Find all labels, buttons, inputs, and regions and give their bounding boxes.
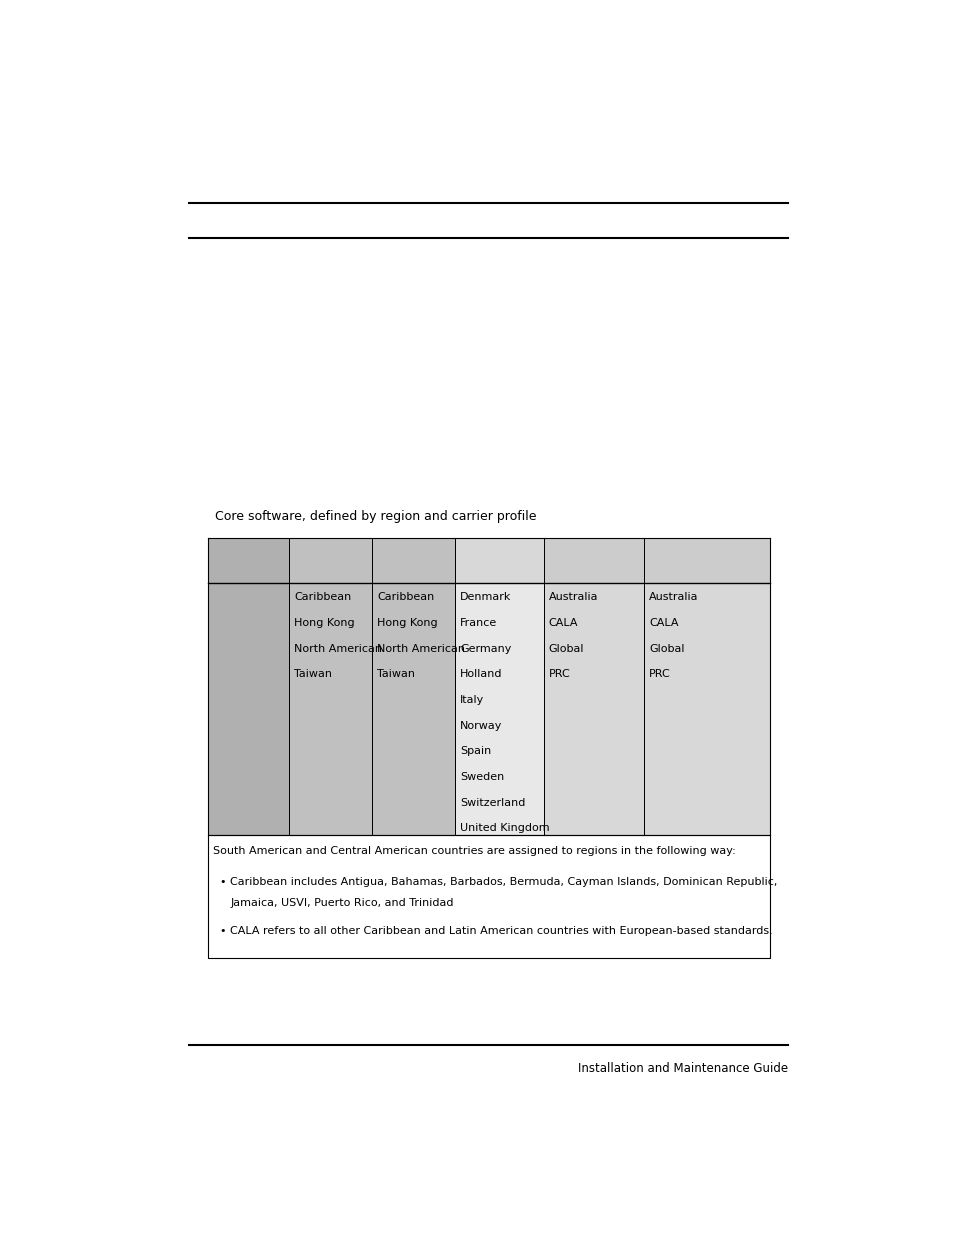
Text: PRC: PRC (649, 669, 670, 679)
Polygon shape (208, 583, 289, 835)
Text: South American and Central American countries are assigned to regions in the fol: South American and Central American coun… (213, 846, 735, 856)
Text: •: • (219, 877, 225, 887)
Polygon shape (643, 538, 769, 583)
Polygon shape (289, 538, 372, 583)
Text: Core software, defined by region and carrier profile: Core software, defined by region and car… (215, 510, 537, 522)
Polygon shape (543, 538, 643, 583)
Text: Hong Kong: Hong Kong (294, 618, 355, 627)
Text: Caribbean: Caribbean (376, 593, 434, 603)
Text: Switzerland: Switzerland (459, 798, 525, 808)
Text: CALA: CALA (649, 618, 679, 627)
Text: Installation and Maintenance Guide: Installation and Maintenance Guide (578, 1062, 787, 1074)
Polygon shape (455, 583, 543, 835)
Text: Germany: Germany (459, 643, 511, 653)
Text: Global: Global (649, 643, 684, 653)
Text: Norway: Norway (459, 721, 502, 731)
Polygon shape (372, 538, 455, 583)
Text: PRC: PRC (548, 669, 570, 679)
Polygon shape (543, 583, 643, 835)
Text: •: • (219, 926, 225, 936)
Text: Australia: Australia (649, 593, 699, 603)
Text: Jamaica, USVI, Puerto Rico, and Trinidad: Jamaica, USVI, Puerto Rico, and Trinidad (230, 898, 454, 908)
Text: North American: North American (376, 643, 465, 653)
Text: CALA refers to all other Caribbean and Latin American countries with European-ba: CALA refers to all other Caribbean and L… (230, 926, 772, 936)
Text: North American: North American (294, 643, 382, 653)
Text: Hong Kong: Hong Kong (376, 618, 437, 627)
Polygon shape (643, 583, 769, 835)
Text: Australia: Australia (548, 593, 598, 603)
Polygon shape (289, 583, 372, 835)
Polygon shape (372, 583, 455, 835)
Text: Taiwan: Taiwan (376, 669, 415, 679)
Polygon shape (208, 538, 289, 583)
Text: Caribbean: Caribbean (294, 593, 352, 603)
Text: Denmark: Denmark (459, 593, 511, 603)
Text: CALA: CALA (548, 618, 578, 627)
Text: Holland: Holland (459, 669, 502, 679)
Text: Spain: Spain (459, 746, 491, 756)
Text: Taiwan: Taiwan (294, 669, 333, 679)
Text: France: France (459, 618, 497, 627)
Text: Italy: Italy (459, 695, 484, 705)
Polygon shape (455, 538, 543, 583)
Text: United Kingdom: United Kingdom (459, 824, 549, 834)
Text: Sweden: Sweden (459, 772, 504, 782)
Text: Caribbean includes Antigua, Bahamas, Barbados, Bermuda, Cayman Islands, Dominica: Caribbean includes Antigua, Bahamas, Bar… (230, 877, 777, 887)
Text: Global: Global (548, 643, 583, 653)
